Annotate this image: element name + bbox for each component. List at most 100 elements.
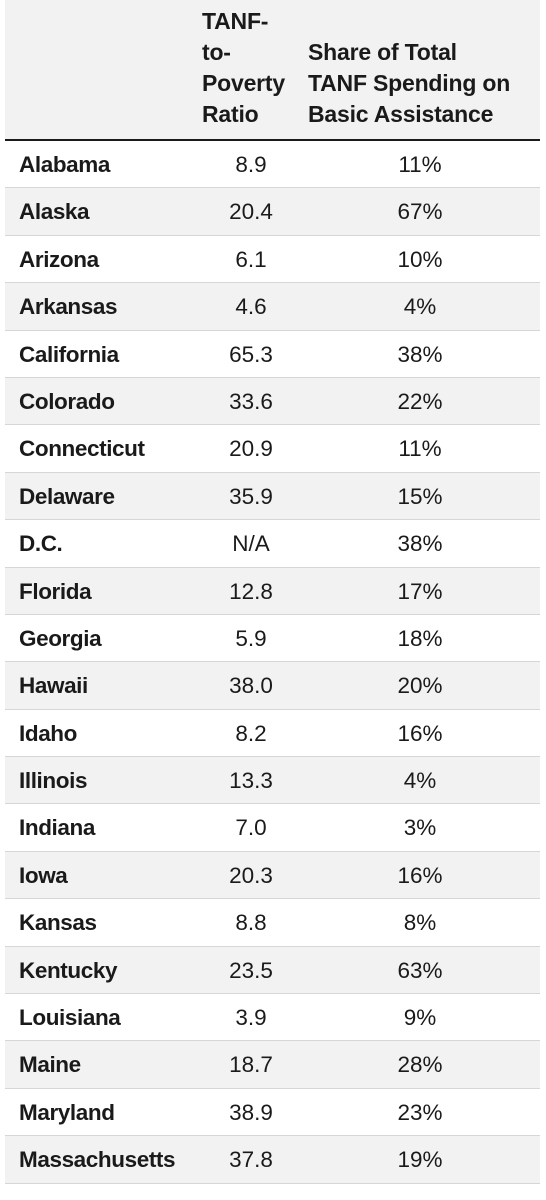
state-name: D.C. [19, 531, 63, 557]
state-name: Arizona [19, 246, 99, 272]
tanf-to-poverty-ratio-cell: 8.9 [235, 152, 267, 177]
header-line: Basic Assistance [308, 101, 494, 127]
table-row: Idaho 8.2 16% [5, 710, 540, 758]
basic-assistance-share-cell: 22% [397, 388, 443, 414]
table-row: Delaware 35.9 15% [5, 472, 540, 521]
tanf-to-poverty-ratio-cell: 12.8 [229, 578, 273, 604]
tanf-to-poverty-ratio-cell: 4.6 [235, 294, 267, 320]
tanf-to-poverty-ratio-cell: 35.9 [229, 483, 273, 509]
basic-assistance-share-cell: 67% [397, 199, 443, 225]
state-name: Colorado [19, 388, 115, 414]
tanf-to-poverty-ratio-cell: 20.3 [229, 862, 273, 888]
basic-assistance-share-cell: 38% [397, 341, 443, 367]
state-name: Arkansas [19, 294, 118, 320]
tanf-to-poverty-ratio-cell: 3.9 [235, 1005, 267, 1031]
state-name: Florida [19, 578, 92, 604]
basic-assistance-share-cell: 11% [398, 152, 442, 177]
basic-assistance-share-cell: 17% [397, 578, 443, 604]
tanf-to-poverty-ratio-cell: N/A [232, 531, 270, 557]
table-row: Kansas 8.8 8% [5, 899, 540, 947]
header-line: Share of Total [308, 39, 457, 65]
state-name: Connecticut [19, 436, 145, 462]
basic-assistance-share-cell: 28% [397, 1052, 443, 1078]
table-row: Illinois 13.3 4% [5, 757, 540, 805]
tanf-to-poverty-ratio-cell: 7.0 [235, 815, 267, 841]
state-name: Alabama [19, 152, 110, 177]
table-row: Connecticut 20.9 11% [5, 425, 540, 473]
table-row: Maine 18.7 28% [5, 1041, 540, 1089]
basic-assistance-share-cell: 11% [398, 436, 442, 462]
table-row: Georgia 5.9 18% [5, 615, 540, 663]
table-row: Arizona 6.1 10% [5, 236, 540, 284]
state-name: California [19, 341, 119, 367]
state-name: Maryland [19, 1099, 115, 1125]
basic-assistance-share-cell: 23% [397, 1099, 443, 1125]
basic-assistance-share-cell: 10% [397, 246, 443, 272]
tanf-to-poverty-ratio-cell: 8.2 [235, 720, 267, 746]
table-row: Alabama 8.9 11% [5, 141, 540, 189]
tanf-table: TANF- to- Poverty Ratio Share of Total T… [5, 0, 540, 1184]
basic-assistance-share-cell: 16% [397, 720, 443, 746]
table-row: Alaska 20.4 67% [5, 188, 540, 236]
tanf-to-poverty-ratio-cell: 5.9 [235, 625, 267, 651]
state-name: Hawaii [19, 673, 88, 699]
basic-assistance-share-cell: 4% [403, 768, 437, 794]
table-row: Kentucky 23.5 63% [5, 946, 540, 995]
state-name: Illinois [19, 768, 88, 794]
tanf-to-poverty-ratio-cell: 13.3 [229, 768, 273, 794]
table-row: D.C. N/A 38% [5, 520, 540, 568]
tanf-to-poverty-ratio-cell: 23.5 [229, 957, 273, 983]
table-row: Colorado 33.6 22% [5, 377, 540, 426]
state-name: Kansas [19, 910, 97, 936]
basic-assistance-share-cell: 15% [397, 483, 443, 509]
tanf-to-poverty-ratio-cell: 20.9 [229, 436, 273, 462]
table-row: Iowa 20.3 16% [5, 851, 540, 900]
header-line: to- [202, 39, 231, 65]
basic-assistance-share-cell: 19% [397, 1147, 443, 1173]
header-line: Poverty [202, 70, 285, 96]
tanf-to-poverty-ratio-cell: 8.8 [235, 910, 267, 936]
tanf-to-poverty-ratio-cell: 38.0 [229, 673, 273, 699]
state-name: Alaska [19, 199, 90, 225]
basic-assistance-share-cell: 18% [397, 625, 443, 651]
state-name: Indiana [19, 815, 95, 841]
tanf-to-poverty-ratio-cell: 20.4 [229, 199, 273, 225]
basic-assistance-share-cell: 9% [403, 1005, 437, 1031]
tanf-to-poverty-ratio-cell: 33.6 [229, 388, 273, 414]
state-name: Maine [19, 1052, 81, 1078]
table-row: Maryland 38.9 23% [5, 1089, 540, 1137]
state-name: Massachusetts [19, 1147, 176, 1173]
state-name: Iowa [19, 862, 68, 888]
tanf-to-poverty-ratio-cell: 6.1 [235, 246, 267, 272]
basic-assistance-share-cell: 38% [397, 531, 443, 557]
tanf-to-poverty-ratio-cell: 18.7 [229, 1052, 273, 1078]
table-row: Massachusetts 37.8 19% [5, 1136, 540, 1184]
table-row: California 65.3 38% [5, 331, 540, 378]
basic-assistance-share-cell: 63% [397, 957, 443, 983]
state-name: Idaho [19, 720, 77, 746]
basic-assistance-share-cell: 20% [397, 673, 443, 699]
header-share-basic-assistance: Share of Total TANF Spending on Basic As… [308, 37, 538, 130]
header-line: TANF- [202, 8, 269, 34]
header-line: Ratio [202, 101, 259, 127]
tanf-to-poverty-ratio-cell: 38.9 [229, 1099, 273, 1125]
basic-assistance-share-cell: 8% [403, 910, 437, 936]
table-body: Alabama 8.9 11% Alaska 20.4 67% Arizona 6.1 10% A… [5, 141, 540, 1184]
table-row: Hawaii 38.0 20% [5, 662, 540, 710]
header-line: TANF Spending on [308, 70, 511, 96]
state-name: Georgia [19, 625, 102, 651]
table-row: Indiana 7.0 3% [5, 804, 540, 852]
header-tanf-to-poverty-ratio: TANF- to- Poverty Ratio [202, 6, 302, 130]
tanf-to-poverty-ratio-cell: 37.8 [229, 1147, 273, 1173]
state-name: Louisiana [19, 1005, 121, 1031]
tanf-to-poverty-ratio-cell: 65.3 [229, 341, 273, 367]
table-row: Arkansas 4.6 4% [5, 283, 540, 331]
basic-assistance-share-cell: 16% [397, 862, 443, 888]
table-row: Florida 12.8 17% [5, 567, 540, 615]
basic-assistance-share-cell: 4% [403, 294, 437, 320]
state-name: Kentucky [19, 957, 118, 983]
table-header: TANF- to- Poverty Ratio Share of Total T… [5, 0, 540, 141]
table-row: Louisiana 3.9 9% [5, 994, 540, 1042]
basic-assistance-share-cell: 3% [403, 815, 437, 841]
state-name: Delaware [19, 483, 115, 509]
